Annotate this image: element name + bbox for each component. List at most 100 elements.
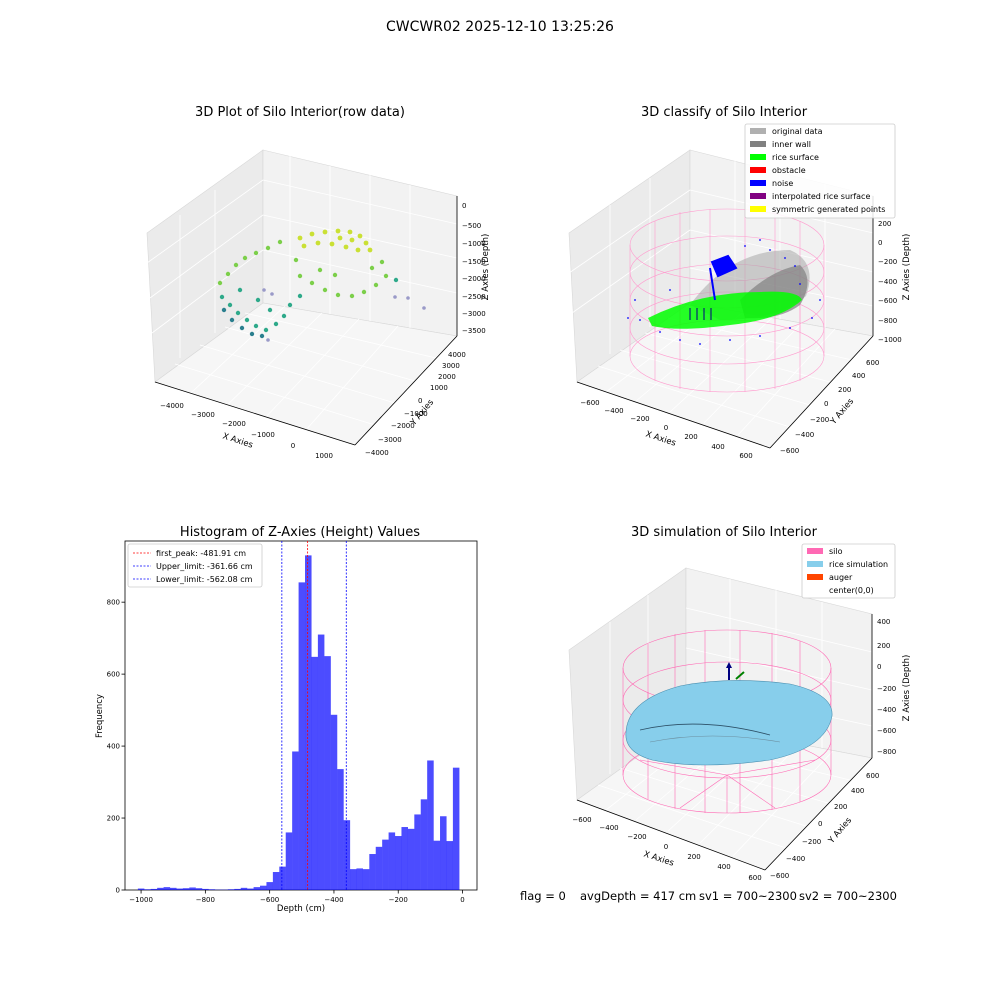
svg-text:400: 400	[717, 863, 730, 871]
svg-text:−400: −400	[604, 407, 623, 415]
status-avg-depth: avgDepth = 417 cm	[580, 889, 696, 903]
histogram-bar	[298, 582, 306, 890]
panel-raw-title: 3D Plot of Silo Interior(row data)	[195, 105, 405, 120]
histogram-bar	[382, 839, 389, 890]
svg-text:−600: −600	[770, 872, 789, 880]
legend-swatch-rice-surface	[750, 154, 766, 160]
histogram-bar	[292, 751, 299, 890]
panel-classify-title: 3D classify of Silo Interior	[641, 105, 808, 120]
histogram-bar	[350, 869, 357, 890]
histogram-bar	[388, 832, 396, 890]
histogram-yticks: 0 200 400 600 800	[107, 599, 125, 895]
classify-ylabel: Y Axies	[828, 396, 856, 427]
svg-text:400: 400	[877, 618, 890, 626]
histogram-bar	[446, 841, 453, 890]
histogram-xtick-label: −200	[389, 896, 408, 904]
legend-label-rice-surface: rice surface	[772, 153, 819, 162]
svg-text:200: 200	[877, 642, 890, 650]
histogram-bar	[356, 868, 363, 890]
histogram-bar	[182, 888, 190, 890]
svg-text:−500: −500	[462, 222, 481, 230]
svg-text:−600: −600	[572, 816, 591, 824]
svg-text:−600: −600	[878, 297, 897, 305]
legend-swatch-symmetric	[750, 206, 766, 212]
svg-text:−400: −400	[599, 824, 618, 832]
histogram-xtick-label: −1000	[129, 896, 153, 904]
histogram-bar	[247, 888, 254, 890]
histogram-title: Histogram of Z-Axies (Height) Values	[180, 525, 420, 540]
histogram-bar	[202, 888, 209, 890]
svg-text:400: 400	[852, 372, 865, 380]
svg-text:600: 600	[748, 874, 761, 882]
svg-text:400: 400	[851, 787, 864, 795]
histogram-bar	[317, 634, 325, 890]
histogram-bar	[440, 816, 447, 890]
histogram-bar	[395, 836, 402, 890]
svg-text:−600: −600	[580, 399, 599, 407]
svg-text:−2500: −2500	[462, 293, 486, 301]
histogram-bar	[375, 846, 383, 890]
legend-label-upper-limit: Upper_limit: -361.66 cm	[156, 562, 253, 571]
classify-silo-wireframe	[629, 208, 825, 393]
svg-text:200: 200	[684, 433, 697, 441]
svg-text:−400: −400	[786, 855, 805, 863]
simulation-rice-surface	[625, 680, 833, 766]
svg-text:0: 0	[291, 442, 295, 450]
histogram-xtick-label: −600	[260, 896, 279, 904]
legend-label-inner-wall: inner wall	[772, 140, 811, 149]
histogram-ylabel: Frequency	[95, 694, 105, 738]
raw-gridlines	[146, 156, 458, 432]
svg-text:0: 0	[418, 397, 422, 405]
histogram-bar	[279, 866, 286, 890]
legend-label-auger: auger	[829, 573, 853, 582]
legend-label-rice-simulation: rice simulation	[829, 560, 888, 569]
auger-icon	[726, 662, 745, 680]
legend-swatch-noise	[750, 180, 766, 186]
simulation-zticks: 400 200 0 −200 −400 −600 −800	[877, 618, 896, 756]
classify-zlabel: Z Axies (Depth)	[902, 234, 912, 301]
histogram-bar	[420, 799, 428, 890]
raw-point-cloud	[217, 228, 426, 342]
histogram-xticks: −1000 −800 −600 −400 −200 0	[129, 890, 465, 904]
legend-label-symmetric: symmetric generated points	[772, 205, 885, 214]
histogram-bar	[311, 656, 318, 890]
legend-swatch-rice-simulation	[807, 561, 823, 567]
status-line: flag = 0 avgDepth = 417 cm sv1 = 700~230…	[520, 889, 897, 903]
histogram-xlabel: Depth (cm)	[277, 904, 325, 914]
legend-label-original: original data	[772, 127, 823, 136]
histogram-vlines	[281, 541, 347, 890]
histogram-xtick-label: 0	[460, 896, 464, 904]
histogram-ytick-label: 800	[107, 599, 120, 607]
svg-text:−600: −600	[780, 447, 799, 455]
legend-swatch-obstacle	[750, 167, 766, 173]
histogram-bar	[157, 887, 164, 890]
histogram-bar	[234, 888, 241, 890]
simulation-yticks: −600 −400 −200 0 200 400 600	[770, 772, 879, 880]
histogram-bar	[330, 714, 338, 890]
histogram-bar	[337, 769, 344, 890]
classify-xticks: −600 −400 −200 0 200 400 600	[580, 399, 752, 460]
svg-text:−600: −600	[877, 727, 896, 735]
classify-xlabel: X Axies	[644, 429, 677, 448]
raw-zlabel: Z Axies (Depth)	[481, 234, 491, 301]
histogram-xtick-label: −800	[196, 896, 215, 904]
panel-classify-3d: 3D classify of Silo Interior	[568, 105, 912, 460]
svg-text:0: 0	[877, 663, 881, 671]
histogram-bar	[150, 888, 158, 890]
panel-simulation-title: 3D simulation of Silo Interior	[631, 525, 818, 540]
histogram-ytick-label: 200	[107, 815, 120, 823]
svg-text:0: 0	[878, 239, 882, 247]
status-flag: flag = 0	[520, 889, 566, 903]
histogram-ytick-label: 400	[107, 743, 120, 751]
status-sv2: sv2 = 700~2300	[799, 889, 897, 903]
svg-text:−3500: −3500	[462, 327, 486, 335]
svg-text:600: 600	[866, 359, 879, 367]
svg-text:−200: −200	[802, 838, 821, 846]
histogram-bar	[260, 885, 267, 890]
svg-text:200: 200	[687, 853, 700, 861]
histogram-bar	[362, 869, 370, 890]
histogram-bar	[414, 814, 421, 890]
histogram-bars	[137, 555, 460, 890]
histogram-bar	[227, 889, 235, 890]
